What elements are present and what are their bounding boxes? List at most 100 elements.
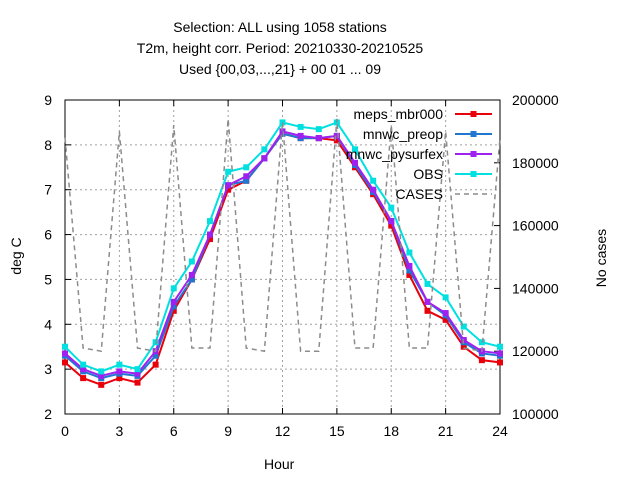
y2-tick-label: 180000 xyxy=(512,155,559,171)
y2-tick-label: 140000 xyxy=(512,280,559,296)
y-tick-label: 7 xyxy=(44,182,52,198)
legend-marker-mnwc_pysurfex xyxy=(470,151,477,157)
data-point-meps_mbr000 xyxy=(62,359,68,366)
data-point-OBS xyxy=(98,368,105,375)
data-point-meps_mbr000 xyxy=(98,381,105,388)
data-point-mnwc_pysurfex xyxy=(62,350,68,357)
data-point-mnwc_preop xyxy=(188,276,195,283)
y-axis-label: deg C xyxy=(8,237,24,275)
data-point-mnwc_pysurfex xyxy=(442,310,449,317)
x-tick-label: 15 xyxy=(329,423,345,439)
data-point-mnwc_pysurfex xyxy=(134,370,141,377)
chart-title-line-2: T2m, height corr. Period: 20210330-20210… xyxy=(136,40,424,56)
y-tick-label: 2 xyxy=(44,406,52,422)
chart-title-line-1: Selection: ALL using 1058 stations xyxy=(173,19,387,35)
data-point-mnwc_pysurfex xyxy=(424,298,431,305)
data-point-OBS xyxy=(460,323,467,330)
data-point-mnwc_preop xyxy=(170,303,177,310)
data-point-mnwc_pysurfex xyxy=(243,173,250,180)
data-point-OBS xyxy=(297,123,304,130)
y-tick-label: 5 xyxy=(44,271,52,287)
legend-label: OBS xyxy=(413,166,443,182)
y2-axis-label: No cases xyxy=(593,228,609,288)
data-point-mnwc_pysurfex xyxy=(225,182,232,189)
data-point-mnwc_preop xyxy=(152,352,159,359)
data-point-OBS xyxy=(406,249,413,256)
data-point-mnwc_preop xyxy=(406,267,413,274)
data-point-OBS xyxy=(315,126,322,133)
data-point-mnwc_pysurfex xyxy=(370,186,377,193)
data-point-meps_mbr000 xyxy=(80,375,87,382)
data-point-OBS xyxy=(478,339,485,346)
data-point-mnwc_pysurfex xyxy=(98,372,105,379)
data-point-meps_mbr000 xyxy=(116,375,123,382)
x-axis-label: Hour xyxy=(264,456,295,472)
y2-tick-label: 100000 xyxy=(512,406,559,422)
x-tick-label: 12 xyxy=(275,423,291,439)
data-point-OBS xyxy=(188,258,195,265)
y-tick-label: 8 xyxy=(44,137,52,153)
legend-label: CASES xyxy=(396,186,443,202)
data-point-meps_mbr000 xyxy=(442,316,449,323)
data-point-meps_mbr000 xyxy=(424,307,431,314)
data-point-OBS xyxy=(261,146,268,153)
data-point-OBS xyxy=(388,204,395,211)
data-point-meps_mbr000 xyxy=(225,186,232,193)
x-tick-label: 18 xyxy=(383,423,399,439)
chart-title-line-3: Used {00,03,...,21} + 00 01 ... 09 xyxy=(179,61,381,77)
data-point-mnwc_pysurfex xyxy=(297,132,304,139)
data-point-meps_mbr000 xyxy=(478,357,485,364)
legend-marker-mnwc_preop xyxy=(470,131,477,137)
legend-marker-OBS xyxy=(470,171,477,177)
y-tick-label: 6 xyxy=(44,227,52,243)
data-point-OBS xyxy=(207,218,213,225)
data-point-meps_mbr000 xyxy=(170,307,177,314)
data-point-mnwc_pysurfex xyxy=(333,132,340,139)
y2-tick-label: 200000 xyxy=(512,92,559,108)
x-tick-label: 6 xyxy=(170,423,178,439)
data-point-OBS xyxy=(243,164,250,171)
data-point-OBS xyxy=(80,361,87,368)
legend-label: meps_mbr000 xyxy=(354,106,444,122)
legend-label: mnwc_preop xyxy=(363,126,443,142)
data-point-meps_mbr000 xyxy=(406,271,413,278)
data-point-mnwc_pysurfex xyxy=(315,135,322,142)
data-point-OBS xyxy=(442,294,449,301)
data-point-meps_mbr000 xyxy=(388,222,395,229)
x-tick-label: 3 xyxy=(115,423,123,439)
data-point-OBS xyxy=(424,280,431,287)
data-point-meps_mbr000 xyxy=(333,137,340,144)
x-tick-label: 21 xyxy=(438,423,454,439)
x-tick-label: 24 xyxy=(492,423,508,439)
x-tick-label: 9 xyxy=(224,423,232,439)
data-point-mnwc_pysurfex xyxy=(188,271,195,278)
y-tick-label: 4 xyxy=(44,316,52,332)
data-point-OBS xyxy=(497,343,503,350)
data-point-mnwc_pysurfex xyxy=(388,218,395,225)
data-point-OBS xyxy=(225,168,232,175)
series-line-CASES xyxy=(64,118,501,353)
data-point-OBS xyxy=(116,361,123,368)
data-point-meps_mbr000 xyxy=(460,343,467,350)
data-point-mnwc_pysurfex xyxy=(207,231,213,238)
data-point-mnwc_pysurfex xyxy=(352,159,358,166)
data-point-mnwc_pysurfex xyxy=(406,262,413,269)
data-point-mnwc_pysurfex xyxy=(80,366,87,373)
data-point-mnwc_pysurfex xyxy=(170,298,177,305)
data-point-mnwc_pysurfex xyxy=(497,350,503,357)
data-point-meps_mbr000 xyxy=(134,379,141,386)
data-point-meps_mbr000 xyxy=(152,361,159,368)
y2-tick-label: 160000 xyxy=(512,218,559,234)
data-point-OBS xyxy=(370,177,377,184)
data-point-mnwc_preop xyxy=(243,177,250,184)
data-point-OBS xyxy=(352,146,358,153)
legend-marker-meps_mbr000 xyxy=(470,111,477,117)
data-point-mnwc_pysurfex xyxy=(261,155,268,162)
data-point-OBS xyxy=(170,285,177,292)
y-tick-label: 9 xyxy=(44,92,52,108)
data-point-OBS xyxy=(134,366,141,373)
x-tick-label: 0 xyxy=(61,423,69,439)
data-point-OBS xyxy=(62,343,68,350)
y2-tick-label: 120000 xyxy=(512,343,559,359)
